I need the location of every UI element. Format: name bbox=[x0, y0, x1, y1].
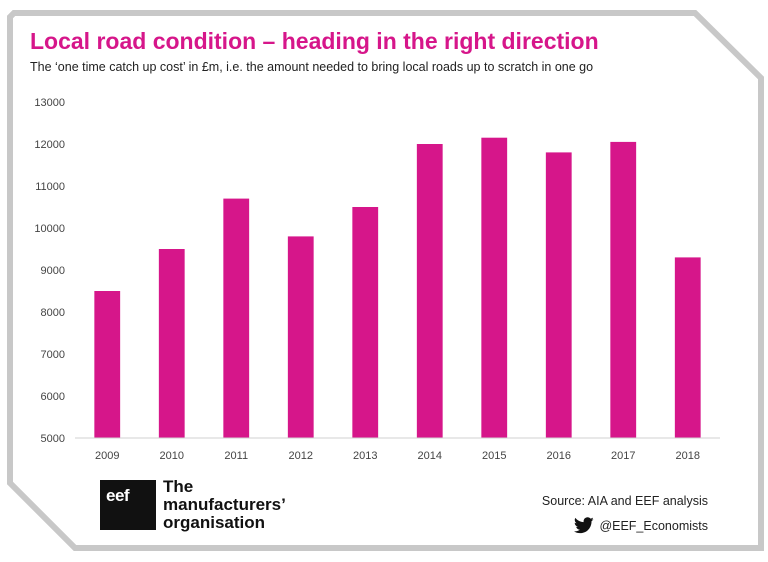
y-tick-label: 7000 bbox=[41, 349, 65, 361]
chart-subtitle: The ‘one time catch up cost’ in £m, i.e.… bbox=[30, 60, 594, 74]
x-tick-label: 2015 bbox=[482, 450, 506, 462]
x-tick-label: 2013 bbox=[353, 450, 377, 462]
y-axis: 5000 6000 7000 8000 9000 10000 11000 12000 13000 bbox=[34, 97, 65, 445]
bars bbox=[94, 137, 701, 438]
x-tick-label: 2018 bbox=[676, 450, 700, 462]
bar-2010 bbox=[158, 249, 185, 438]
eef-logo-mark: eef bbox=[106, 486, 130, 505]
organisation-name-line: manufacturers’ bbox=[163, 495, 286, 514]
twitter-handle: @EEF_Economists bbox=[599, 518, 708, 533]
organisation-name-line: The bbox=[163, 477, 194, 496]
twitter-bird-icon bbox=[574, 517, 595, 534]
chart-title: Local road condition – heading in the ri… bbox=[30, 28, 599, 54]
y-tick-label: 12000 bbox=[34, 139, 65, 151]
x-axis: 2009 2010 2011 2012 2013 2014 2015 2016 2017 2018 bbox=[95, 450, 700, 462]
bar-2013 bbox=[352, 207, 379, 438]
bar-2012 bbox=[287, 236, 314, 438]
y-tick-label: 11000 bbox=[35, 181, 65, 193]
organisation-name-line: organisation bbox=[163, 513, 266, 532]
y-tick-label: 6000 bbox=[41, 391, 65, 403]
y-tick-label: 5000 bbox=[41, 433, 65, 445]
eef-logo: eef bbox=[100, 480, 156, 530]
bar-2009 bbox=[94, 291, 121, 438]
x-tick-label: 2014 bbox=[418, 450, 442, 462]
organisation-name: The manufacturers’ organisation bbox=[163, 478, 363, 532]
twitter-handle-row: @EEF_Economists bbox=[574, 517, 708, 534]
x-tick-label: 2017 bbox=[611, 450, 635, 462]
y-tick-label: 8000 bbox=[41, 307, 65, 319]
bar-2018 bbox=[674, 257, 701, 438]
x-tick-label: 2011 bbox=[224, 450, 248, 462]
bar-2014 bbox=[416, 144, 443, 438]
bar-2011 bbox=[223, 198, 250, 438]
y-tick-label: 9000 bbox=[41, 265, 65, 277]
x-tick-label: 2009 bbox=[95, 450, 119, 462]
y-tick-label: 10000 bbox=[34, 223, 65, 235]
bar-2015 bbox=[481, 137, 508, 438]
x-tick-label: 2016 bbox=[547, 450, 571, 462]
bar-2017 bbox=[610, 141, 637, 438]
bar-2016 bbox=[545, 152, 572, 438]
y-tick-label: 13000 bbox=[34, 97, 65, 109]
x-tick-label: 2010 bbox=[160, 450, 184, 462]
source-note: Source: AIA and EEF analysis bbox=[541, 494, 708, 508]
x-tick-label: 2012 bbox=[289, 450, 313, 462]
